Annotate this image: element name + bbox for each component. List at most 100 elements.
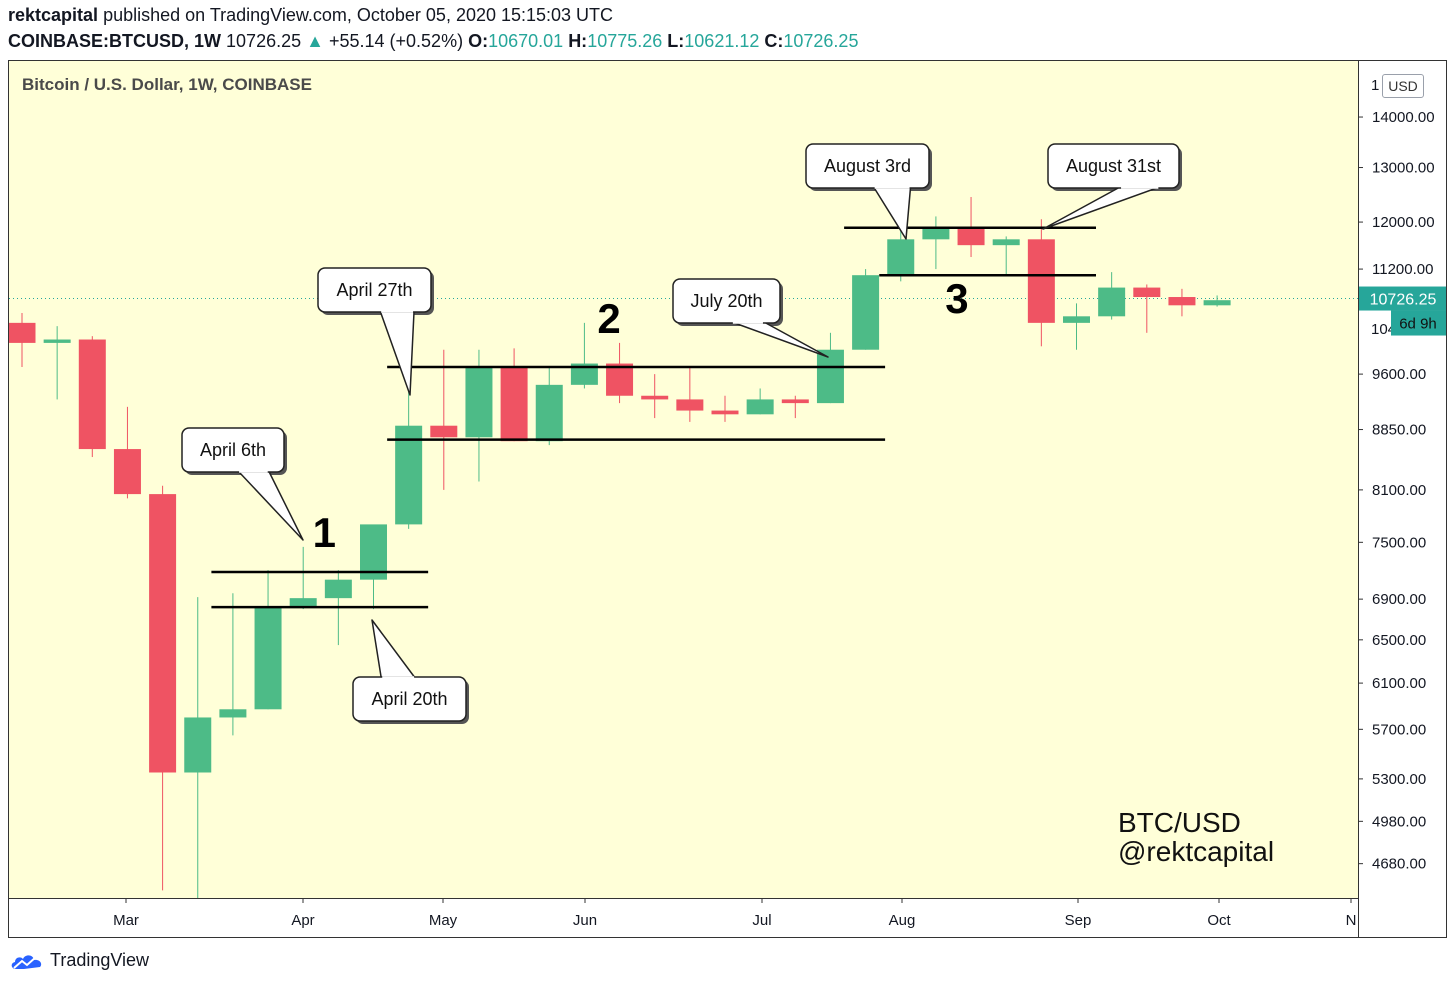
zone-number: 3	[945, 275, 968, 322]
time-tick-label: Sep	[1065, 912, 1092, 929]
countdown-label: 6d 9h	[1399, 316, 1437, 333]
callout-pointer	[237, 470, 304, 541]
candle-down	[500, 367, 528, 442]
chart-frame	[8, 60, 1447, 938]
candle-down	[641, 395, 669, 400]
callout-label: April 27th	[336, 280, 412, 300]
candle-up	[465, 367, 493, 438]
candle-down	[1168, 297, 1196, 306]
callout-april-20th: April 20th	[352, 619, 469, 724]
brand-name: TradingView	[50, 950, 150, 970]
candle-up	[570, 363, 598, 385]
time-tick-label: N	[1346, 912, 1357, 929]
author-name[interactable]: rektcapital	[8, 5, 99, 25]
price-tick-label: 104	[1371, 321, 1396, 338]
candle-up	[289, 598, 317, 608]
time-tick-label: Jun	[573, 912, 597, 929]
price-tick-label: 5300.00	[1372, 771, 1426, 788]
candle-down	[676, 399, 704, 411]
time-tick-label: May	[429, 912, 458, 929]
candle-down	[606, 363, 634, 396]
price-axis[interactable]	[1358, 61, 1447, 937]
candle-down	[1133, 287, 1161, 298]
low-label: L:	[667, 31, 685, 51]
price-tick-label: 6100.00	[1372, 675, 1426, 692]
watermark-text: BTC/USD	[1118, 807, 1241, 838]
callout-label: April 6th	[200, 440, 266, 460]
candle-down	[113, 449, 141, 495]
zone-number: 2	[597, 295, 620, 342]
last-price: 10726.25	[226, 31, 302, 51]
price-tick-label: 1	[1371, 77, 1379, 94]
callout-august-3rd: August 3rd	[805, 143, 932, 240]
candle-up	[852, 275, 880, 350]
price-tick-label: 9600.00	[1372, 366, 1426, 383]
time-tick-label: Oct	[1207, 912, 1231, 929]
callout-pointer	[873, 186, 912, 240]
callout-pointer	[371, 619, 416, 679]
candle-down	[1027, 239, 1055, 323]
callout-label: July 20th	[690, 291, 762, 311]
candle-up	[535, 384, 563, 442]
candle-up	[746, 399, 774, 415]
candle-down	[78, 339, 106, 450]
price-tick-label: 6500.00	[1372, 632, 1426, 649]
plot-area[interactable]	[9, 61, 1358, 898]
candle-up	[816, 349, 844, 404]
time-axis[interactable]	[9, 898, 1358, 938]
up-arrow-icon: ▲	[306, 31, 324, 51]
candle-up	[1063, 316, 1090, 323]
low-value: 10621.12	[684, 31, 760, 51]
candle-up	[395, 425, 423, 525]
candle-up	[992, 239, 1020, 246]
symbol-info: COINBASE:BTCUSD, 1W 10726.25 ▲ +55.14 (+…	[8, 31, 858, 52]
candle-up	[254, 607, 282, 710]
cloud-logo-icon	[11, 954, 42, 969]
watermark-text: @rektcapital	[1118, 836, 1274, 867]
published-text: published on TradingView.com, October 05…	[103, 5, 614, 25]
candle-up	[1203, 300, 1231, 306]
symbol-label: COINBASE:BTCUSD, 1W	[8, 31, 222, 51]
publish-info: rektcapital published on TradingView.com…	[8, 5, 613, 26]
time-tick-label: Apr	[291, 912, 314, 929]
candle-up	[324, 579, 352, 599]
candle-down	[711, 410, 739, 415]
callout-july-20th: July 20th	[672, 278, 829, 358]
candle-down	[430, 425, 458, 438]
price-tick-label: 13000.00	[1372, 160, 1435, 177]
callout-label: April 20th	[371, 689, 447, 709]
callout-august-31st: August 31st	[1042, 143, 1182, 230]
zone-number: 1	[313, 509, 336, 556]
open-label: O:	[468, 31, 489, 51]
price-tick-label: 8850.00	[1372, 422, 1426, 439]
high-value: 10775.26	[587, 31, 663, 51]
price-tick-label: 8100.00	[1372, 482, 1426, 499]
price-tick-label: 4980.00	[1372, 813, 1426, 830]
high-label: H:	[568, 31, 588, 51]
callout-label: August 3rd	[824, 156, 911, 176]
last-price-tag	[1359, 286, 1446, 311]
candle-up	[43, 339, 71, 343]
price-tick-label: 11200.00	[1372, 261, 1433, 278]
open-value: 10670.01	[488, 31, 564, 51]
callout-pointer	[1042, 186, 1160, 230]
callout-box	[181, 427, 285, 473]
callout-pointer	[731, 321, 829, 358]
price-tick-label: 4680.00	[1372, 856, 1426, 873]
price-tick-label: 7500.00	[1372, 534, 1426, 551]
callout-label: August 31st	[1066, 156, 1161, 176]
currency-button[interactable]: USD	[1382, 74, 1424, 98]
price-tick-label: 5700.00	[1372, 721, 1426, 738]
time-tick-label: Mar	[113, 912, 139, 929]
countdown-tag	[1391, 310, 1446, 336]
callout-april-6th: April 6th	[181, 427, 304, 541]
candle-down	[957, 227, 985, 246]
callout-april-27th: April 27th	[317, 267, 434, 396]
candle-up	[184, 717, 212, 773]
last-price-tag-label: 10726.25	[1370, 292, 1437, 309]
candle-up	[922, 227, 950, 240]
tradingview-logo[interactable]: TradingView	[10, 950, 149, 971]
callout-box	[805, 143, 930, 189]
time-tick-label: Jul	[752, 912, 771, 929]
